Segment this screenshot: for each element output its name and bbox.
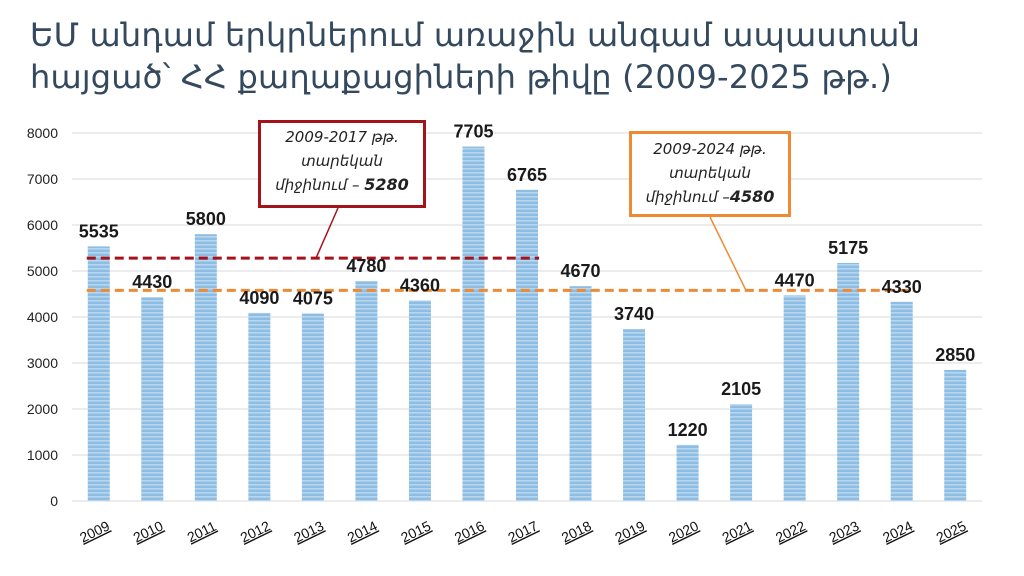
callout-average-line: միջինում – 5280 xyxy=(261,173,423,197)
x-tick-label: 2011 xyxy=(185,518,219,546)
data-label: 5800 xyxy=(186,209,226,229)
bar xyxy=(355,281,378,501)
data-label: 3740 xyxy=(614,304,654,324)
reference-lines xyxy=(86,256,914,292)
x-tick-label: 2019 xyxy=(612,517,647,545)
x-tick-label: 2022 xyxy=(773,517,808,545)
bar xyxy=(87,246,110,501)
y-tick-label: 4000 xyxy=(27,309,58,325)
bar xyxy=(730,404,753,501)
callout-connector xyxy=(315,207,339,259)
callout-caption: տարեկան xyxy=(669,164,751,182)
data-label: 5175 xyxy=(828,238,868,258)
callout-value: 4580 xyxy=(729,187,775,206)
data-label: 6765 xyxy=(507,165,547,185)
data-label: 4360 xyxy=(400,275,440,295)
callout-value: 5280 xyxy=(364,175,409,194)
bar xyxy=(301,313,324,501)
data-label: 4430 xyxy=(132,272,172,292)
data-label: 1220 xyxy=(668,420,708,440)
average-2009-2024-callout: 2009-2024 թթ. տարեկան միջինում –4580 xyxy=(629,131,791,217)
x-tick-label: 2015 xyxy=(398,517,433,545)
x-tick-label: 2017 xyxy=(505,517,540,545)
x-tick-label: 2023 xyxy=(826,517,861,545)
data-label: 5535 xyxy=(79,221,119,241)
x-tick-label: 2016 xyxy=(452,517,487,545)
x-tick-label: 2025 xyxy=(934,517,969,545)
page-title: ԵՄ անդամ երկրներում առաջին անգամ ապաստան… xyxy=(30,16,921,96)
bar xyxy=(783,295,806,501)
x-tick-label: 2013 xyxy=(291,517,326,545)
y-tick-label: 7000 xyxy=(27,171,58,187)
x-tick-label: 2010 xyxy=(131,517,166,545)
x-tick-label: 2009 xyxy=(77,517,112,545)
bar xyxy=(462,146,485,501)
data-label: 4470 xyxy=(775,270,815,290)
bar xyxy=(141,297,164,501)
bar xyxy=(837,262,860,501)
data-label: 2105 xyxy=(721,379,761,399)
bar xyxy=(944,369,967,501)
x-tick-label: 2012 xyxy=(238,517,273,545)
data-label: 4090 xyxy=(239,288,279,308)
y-tick-label: 5000 xyxy=(27,263,58,279)
data-label: 2850 xyxy=(935,345,975,365)
bar xyxy=(408,300,431,501)
y-axis: 0 1000 2000 3000 4000 5000 6000 7000 8000 xyxy=(27,125,58,509)
bar xyxy=(890,301,913,501)
data-label: 7705 xyxy=(453,122,493,142)
x-tick-label: 2014 xyxy=(345,517,380,545)
bar xyxy=(194,234,217,501)
callout-prefix: միջինում – xyxy=(275,176,360,194)
callout-prefix: միջինում – xyxy=(645,188,730,206)
y-tick-label: 8000 xyxy=(27,125,58,141)
bar xyxy=(248,312,271,501)
callout-period: 2009-2024 թթ. xyxy=(653,140,767,158)
bar xyxy=(569,286,592,501)
data-label: 4670 xyxy=(561,261,601,281)
callout-caption: տարեկան xyxy=(301,152,383,170)
data-label: 4075 xyxy=(293,289,333,309)
data-labels: 5535 4430 5800 4090 4075 4780 4360 7705 6765 4670… xyxy=(79,122,976,440)
callout-connector xyxy=(709,216,747,291)
data-label: 4330 xyxy=(882,277,922,297)
bars xyxy=(87,146,967,501)
y-tick-label: 1000 xyxy=(27,447,58,463)
callout-average-line: միջինում –4580 xyxy=(632,185,788,209)
x-tick-label: 2020 xyxy=(666,517,701,545)
y-tick-label: 3000 xyxy=(27,355,58,371)
y-tick-label: 6000 xyxy=(27,217,58,233)
bar xyxy=(623,328,646,501)
x-tick-label: 2018 xyxy=(559,517,594,545)
callout-period: 2009-2017 թթ. xyxy=(285,128,399,146)
data-label: 4780 xyxy=(346,256,386,276)
average-2009-2017-callout: 2009-2017 թթ. տարեկան միջինում – 5280 xyxy=(258,120,426,208)
x-tick-label: 2021 xyxy=(719,517,754,545)
bar xyxy=(676,444,699,501)
bar xyxy=(516,189,538,501)
annotation-connectors xyxy=(315,207,747,291)
x-tick-label: 2024 xyxy=(880,517,915,545)
x-axis: 2009 2010 2011 2012 2013 2014 2015 2016 2017 2018… xyxy=(77,517,969,545)
y-tick-label: 2000 xyxy=(27,401,58,417)
y-tick-label: 0 xyxy=(50,493,58,509)
